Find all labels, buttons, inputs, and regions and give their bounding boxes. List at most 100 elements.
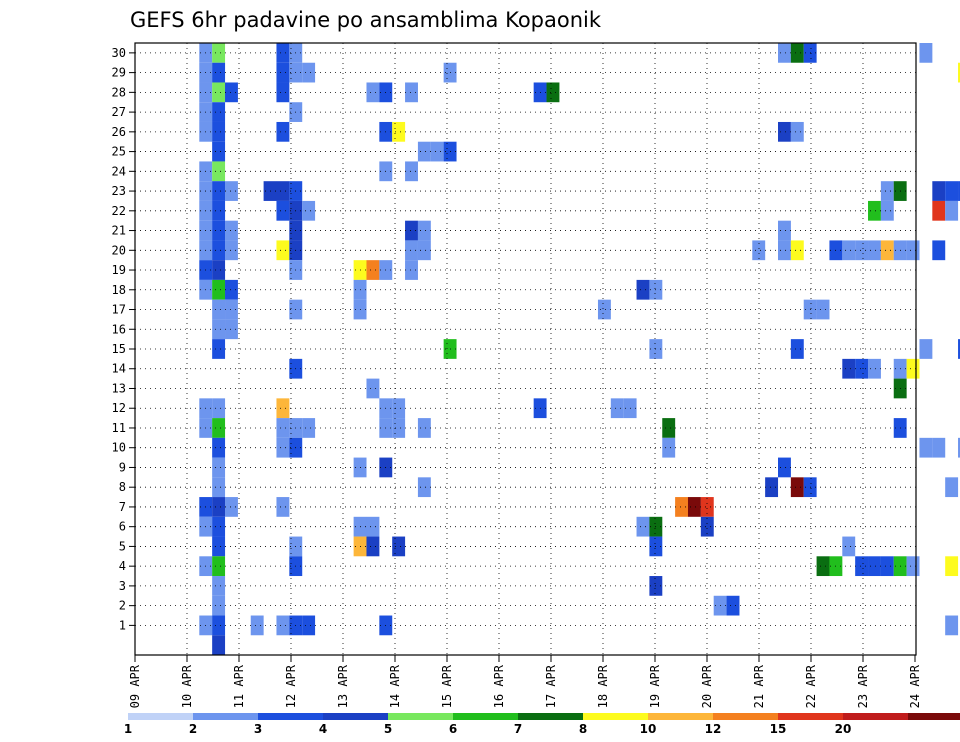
colorbar-label: 6 [449,722,457,736]
heatmap-cell [225,82,238,103]
heatmap-cell [880,556,894,577]
heatmap-cell [212,161,226,182]
heatmap-cell [855,358,869,379]
heatmap-cell [366,260,380,280]
heatmap-cell [958,62,960,83]
heatmap-cell [417,477,431,498]
heatmap-cell [945,556,959,577]
y-tick-label: 3 [119,579,126,593]
heatmap-cell [417,418,431,438]
heatmap-cell [417,141,431,162]
heatmap-cell [276,240,290,261]
colorbar-label: 1 [124,722,132,736]
heatmap-cell [880,200,894,221]
heatmap-cell [919,339,933,359]
x-tick-label: 18 APR [596,664,610,708]
heatmap-cell [417,240,431,261]
heatmap-cell [958,339,960,359]
heatmap-cell [405,220,418,241]
heatmap-cell [636,516,650,537]
x-tick-label: 09 APR [128,664,142,708]
heatmap-cell [212,536,226,557]
x-tick-label: 20 APR [700,664,714,708]
heatmap-cell [302,615,316,636]
y-tick-label: 10 [112,441,126,455]
heatmap-cell [778,220,791,241]
heatmap-cell [906,240,920,261]
heatmap-cell [700,497,714,517]
y-tick-label: 19 [112,263,126,277]
y-tick-label: 7 [119,500,126,514]
x-tick-label: 16 APR [492,664,506,708]
heatmap-cell [212,299,226,320]
x-tick-label: 15 APR [440,664,454,708]
heatmap-cell [906,358,920,379]
heatmap-cell [212,181,226,201]
heatmap-cell [276,200,290,221]
heatmap-cell [212,220,226,241]
heatmap-cell [855,556,869,577]
colorbar-swatch [648,713,713,720]
colorbar-label: 4 [319,722,327,736]
heatmap-cell [212,240,226,261]
y-tick-label: 28 [112,85,126,99]
colorbar-swatch [128,713,193,720]
heatmap-cell [225,181,238,201]
heatmap-cell [225,279,238,300]
heatmap-cell [302,62,316,83]
colorbar-label: 7 [514,722,522,736]
heatmap-cell [405,161,418,182]
heatmap-cell [546,82,560,103]
heatmap-cell [405,260,418,280]
heatmap-cell [212,102,226,122]
y-tick-label: 2 [119,599,126,613]
y-axis-ticks: 1234567891011121314151617181920212223242… [112,46,135,632]
heatmap-cell [430,141,444,162]
grid-lines [135,43,916,655]
heatmap-cell [212,62,226,83]
heatmap-cell [212,477,226,498]
colorbar-label: 5 [384,722,392,736]
colorbar-swatch [453,713,518,720]
heatmap-cell [868,358,881,379]
heatmap-cell [225,220,238,241]
heatmap-cell [276,121,290,142]
heatmap-cell [610,398,624,419]
heatmap-cell [212,398,226,419]
heatmap-cell [880,240,894,261]
heatmap-cell [225,319,238,340]
heatmap-cell [778,43,791,63]
x-tick-label: 19 APR [648,664,662,708]
heatmap-cell [868,556,881,577]
heatmap-cell [790,121,804,142]
heatmap-cell [906,556,920,577]
colorbar-label: 8 [579,722,587,736]
colorbar-swatch [193,713,258,720]
heatmap-cell [662,437,676,458]
y-tick-label: 14 [112,362,126,376]
heatmap-cell [276,43,290,63]
colorbar-swatch [908,713,960,720]
heatmap-cell [816,299,830,320]
heatmap-cell [212,43,226,63]
x-tick-label: 24 APR [908,664,922,708]
heatmap-cell [958,181,960,201]
y-tick-label: 1 [119,618,126,632]
heatmap-cell [405,82,418,103]
heatmap-cell [880,181,894,201]
heatmap-cell [212,141,226,162]
heatmap-cell [366,82,380,103]
heatmap-cell [212,516,226,537]
heatmap-cell [662,418,676,438]
colorbar-swatch [258,713,323,720]
heatmap-cell [276,62,290,83]
heatmap-cell [855,240,869,261]
x-tick-label: 21 APR [752,664,766,708]
heatmap-cell [212,418,226,438]
heatmap-cell [392,121,406,142]
x-tick-label: 22 APR [804,664,818,708]
y-tick-label: 22 [112,204,126,218]
colorbar-swatch [778,713,843,720]
heatmap-cell [932,181,946,201]
